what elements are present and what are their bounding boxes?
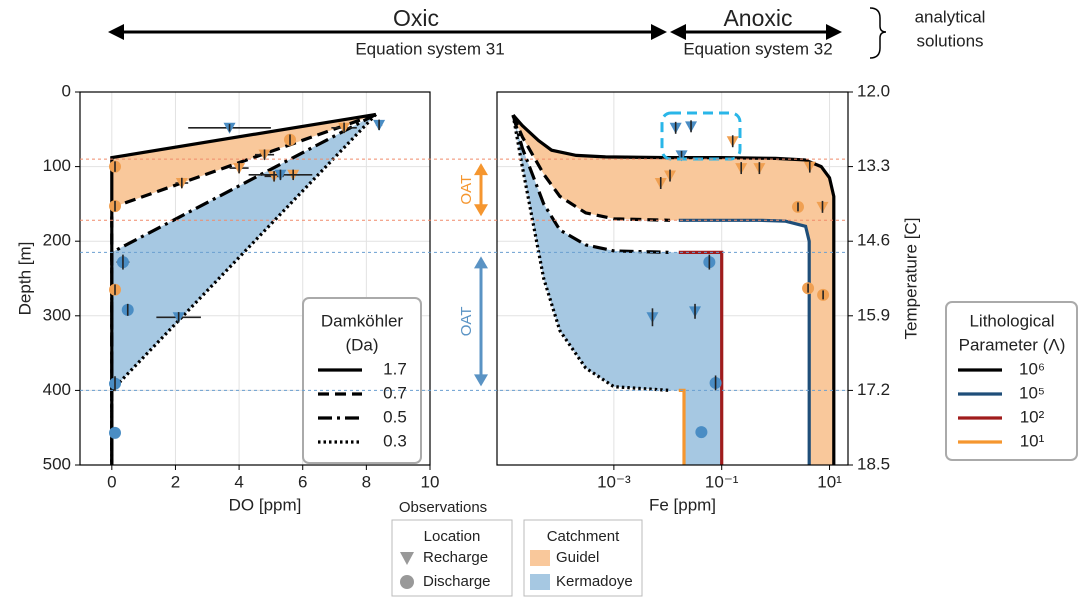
oat-label: OAT bbox=[458, 307, 475, 337]
plot-frame bbox=[79, 91, 431, 466]
plot-frame bbox=[496, 91, 849, 466]
equation-label: Equation system 32 bbox=[683, 39, 832, 58]
legend-box bbox=[945, 301, 1078, 461]
legend-label: 0.3 bbox=[383, 431, 407, 450]
legend-label: Kermadoye bbox=[556, 573, 633, 590]
model-line bbox=[511, 114, 671, 222]
y2-tick-label: 17.2 bbox=[857, 380, 890, 399]
model-line bbox=[678, 388, 686, 465]
y-tick-label: 300 bbox=[43, 305, 71, 324]
legend-title: Catchment bbox=[547, 528, 620, 545]
area bbox=[111, 114, 376, 466]
y-tick-label: 0 bbox=[62, 81, 71, 100]
legend-title: Lithological bbox=[969, 311, 1054, 330]
legend-label: 10² bbox=[1020, 407, 1045, 426]
brace bbox=[869, 7, 887, 59]
legend-label: Recharge bbox=[423, 549, 488, 566]
y2-tick-label: 12.0 bbox=[857, 81, 890, 100]
area bbox=[513, 115, 722, 465]
y2-tick-label: 18.5 bbox=[857, 454, 890, 473]
arrow-head bbox=[474, 256, 488, 269]
arrow-head bbox=[474, 163, 488, 176]
x-tick-label: 10 bbox=[421, 472, 440, 491]
observation-point bbox=[695, 426, 708, 439]
legend-title: Damköhler bbox=[321, 311, 404, 330]
legend-label: 10⁶ bbox=[1019, 359, 1045, 378]
legend-label: 10⁵ bbox=[1019, 383, 1045, 402]
observation-point bbox=[109, 426, 121, 439]
x-tick-label: 0 bbox=[107, 472, 116, 491]
legend-label: 0.7 bbox=[383, 383, 407, 402]
model-line bbox=[110, 113, 378, 465]
legend-label: 0.5 bbox=[383, 407, 407, 426]
arrow-head bbox=[108, 24, 124, 40]
arrow-head bbox=[474, 374, 488, 387]
x-axis-label: Fe [ppm] bbox=[649, 495, 716, 514]
arrow-head bbox=[670, 24, 686, 40]
x-axis-label: DO [ppm] bbox=[229, 495, 302, 514]
area bbox=[513, 115, 834, 465]
y2-axis-label: Temperature [C] bbox=[901, 218, 920, 340]
legend-marker bbox=[400, 552, 414, 565]
x-tick-label: 8 bbox=[362, 472, 371, 491]
equation-label: Equation system 31 bbox=[355, 39, 504, 58]
model-line bbox=[678, 218, 811, 465]
header bbox=[108, 7, 887, 59]
analytical-label: solutions bbox=[916, 31, 983, 50]
anoxic-label: Anoxic bbox=[723, 5, 792, 31]
y-axis-label: Depth [m] bbox=[15, 242, 34, 316]
arrow-head bbox=[651, 24, 667, 40]
legend-title: Parameter (Λ) bbox=[959, 335, 1066, 354]
legend-label: Discharge bbox=[423, 573, 491, 590]
arrow-head bbox=[474, 204, 488, 217]
x-tick-label: 4 bbox=[234, 472, 243, 491]
highlight-box bbox=[660, 111, 742, 161]
analytical-label: analytical bbox=[915, 7, 986, 26]
x-tick-label: 6 bbox=[298, 472, 307, 491]
y-tick-label: 200 bbox=[43, 231, 71, 250]
legend-swatch bbox=[530, 574, 550, 590]
y-tick-label: 500 bbox=[43, 454, 71, 473]
x-tick-label: 10⁻¹ bbox=[705, 472, 739, 491]
arrow-head bbox=[826, 24, 842, 40]
x-tick-label: 10⁻³ bbox=[597, 472, 631, 491]
legend-label: 1.7 bbox=[383, 359, 407, 378]
y2-tick-label: 13.3 bbox=[857, 156, 890, 175]
x-tick-label: 10¹ bbox=[817, 472, 842, 491]
legend-title: Observations bbox=[399, 499, 487, 516]
legend-swatch bbox=[530, 550, 550, 566]
oat-label: OAT bbox=[458, 175, 475, 205]
model-line bbox=[511, 114, 671, 254]
y-tick-label: 400 bbox=[43, 380, 71, 399]
legend-box bbox=[302, 297, 422, 464]
legend-title: Location bbox=[424, 528, 481, 545]
y-tick-label: 100 bbox=[43, 156, 71, 175]
y2-tick-label: 15.9 bbox=[857, 305, 890, 324]
y2-tick-label: 14.6 bbox=[857, 231, 890, 250]
model-line bbox=[511, 114, 671, 392]
legend-title: (Da) bbox=[345, 335, 378, 354]
legend-label: 10¹ bbox=[1020, 431, 1045, 450]
x-tick-label: 2 bbox=[171, 472, 180, 491]
oxic-label: Oxic bbox=[393, 5, 439, 31]
legend-marker bbox=[400, 575, 414, 589]
legend-label: Guidel bbox=[556, 549, 599, 566]
